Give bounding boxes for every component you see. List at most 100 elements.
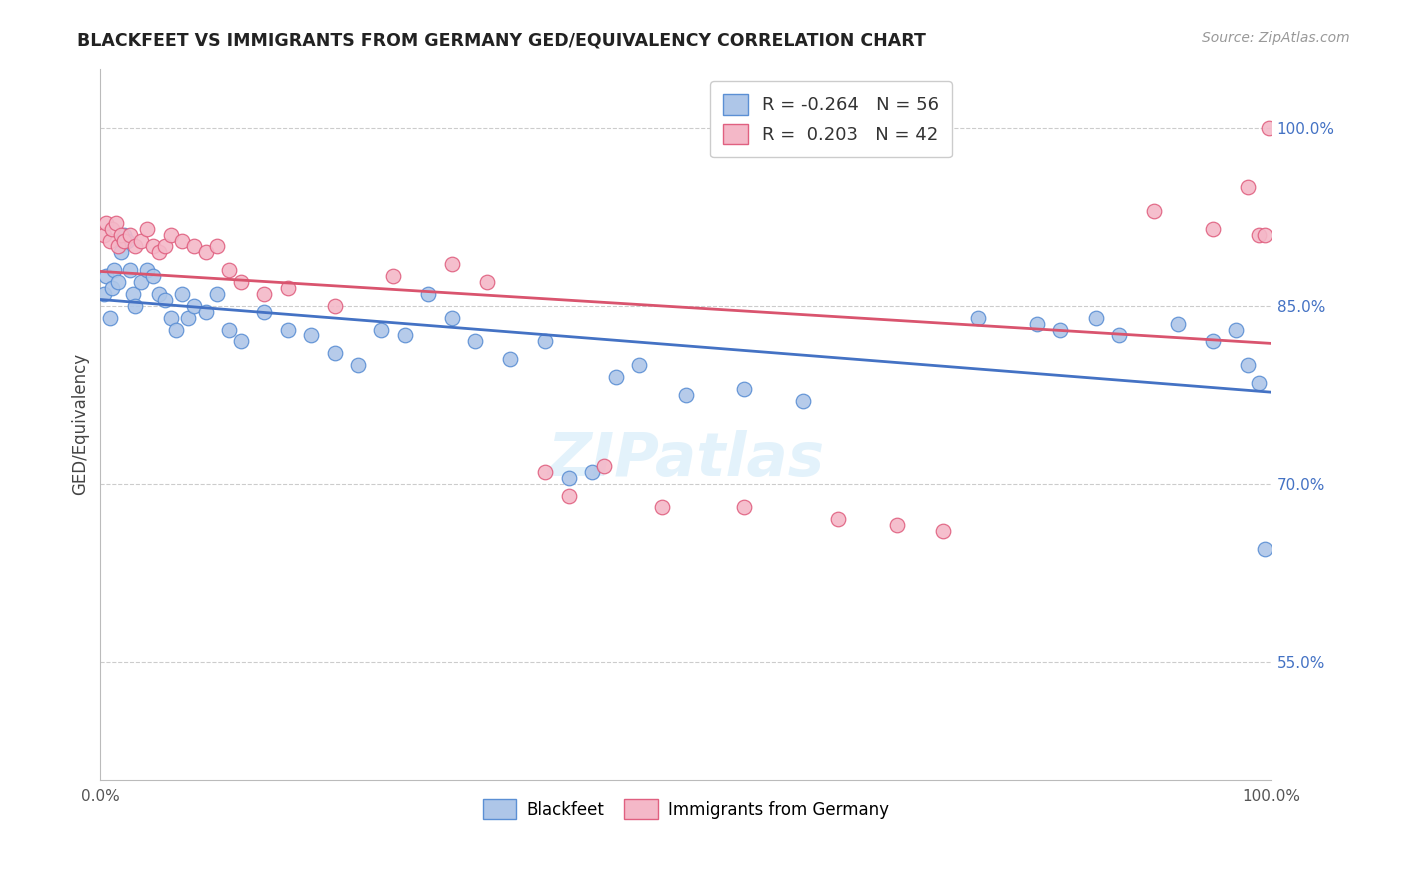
Point: [98, 234, 121, 248]
Point: [229, 275, 252, 289]
Point: [557, 471, 579, 485]
Point: [229, 334, 252, 349]
Point: [627, 358, 650, 372]
Point: [827, 512, 849, 526]
Point: [183, 299, 205, 313]
Point: [177, 310, 200, 325]
Point: [475, 275, 498, 289]
Point: [1108, 328, 1130, 343]
Point: [592, 458, 614, 473]
Point: [101, 221, 124, 235]
Point: [136, 263, 159, 277]
Point: [122, 287, 145, 301]
Point: [675, 388, 697, 402]
Point: [218, 263, 240, 277]
Point: [277, 281, 299, 295]
Point: [440, 257, 463, 271]
Point: [101, 281, 124, 295]
Point: [418, 287, 440, 301]
Point: [733, 382, 755, 396]
Point: [93, 227, 115, 242]
Point: [218, 322, 240, 336]
Point: [382, 269, 405, 284]
Point: [142, 239, 165, 253]
Point: [1225, 322, 1247, 336]
Point: [110, 245, 132, 260]
Point: [107, 239, 129, 253]
Point: [347, 358, 370, 372]
Point: [194, 245, 217, 260]
Point: [651, 500, 673, 515]
Point: [1049, 322, 1071, 336]
Point: [107, 275, 129, 289]
Point: [110, 227, 132, 242]
Legend: Blackfeet, Immigrants from Germany: Blackfeet, Immigrants from Germany: [477, 793, 896, 825]
Point: [207, 287, 229, 301]
Point: [96, 269, 118, 284]
Point: [159, 310, 181, 325]
Point: [148, 245, 170, 260]
Point: [153, 239, 176, 253]
Point: [1026, 317, 1049, 331]
Point: [1236, 180, 1258, 194]
Point: [1254, 541, 1277, 556]
Point: [1084, 310, 1107, 325]
Point: [142, 269, 165, 284]
Point: [277, 322, 299, 336]
Point: [534, 334, 557, 349]
Point: [299, 328, 322, 343]
Point: [124, 299, 146, 313]
Point: [967, 310, 990, 325]
Point: [253, 287, 276, 301]
Text: ZIPatlas: ZIPatlas: [547, 431, 824, 490]
Point: [118, 263, 141, 277]
Point: [1254, 227, 1277, 242]
Point: [323, 299, 346, 313]
Point: [464, 334, 486, 349]
Point: [557, 489, 579, 503]
Point: [93, 287, 115, 301]
Point: [153, 293, 176, 307]
Point: [183, 239, 205, 253]
Point: [1201, 334, 1223, 349]
Point: [104, 216, 127, 230]
Point: [1167, 317, 1189, 331]
Point: [159, 227, 181, 242]
Point: [370, 322, 392, 336]
Y-axis label: GED/Equivalency: GED/Equivalency: [72, 353, 89, 495]
Point: [253, 304, 276, 318]
Point: [117, 234, 139, 248]
Point: [394, 328, 416, 343]
Text: Source: ZipAtlas.com: Source: ZipAtlas.com: [1202, 31, 1350, 45]
Point: [1236, 358, 1258, 372]
Point: [136, 221, 159, 235]
Point: [172, 234, 194, 248]
Point: [118, 227, 141, 242]
Point: [103, 263, 125, 277]
Point: [581, 465, 603, 479]
Point: [1249, 227, 1271, 242]
Point: [499, 352, 522, 367]
Point: [207, 239, 229, 253]
Point: [112, 234, 135, 248]
Point: [131, 275, 153, 289]
Point: [96, 216, 118, 230]
Point: [534, 465, 557, 479]
Point: [148, 287, 170, 301]
Point: [112, 227, 135, 242]
Point: [98, 310, 121, 325]
Point: [194, 304, 217, 318]
Point: [1143, 203, 1166, 218]
Point: [166, 322, 188, 336]
Point: [792, 393, 814, 408]
Point: [172, 287, 194, 301]
Point: [1257, 120, 1279, 135]
Point: [124, 239, 146, 253]
Text: BLACKFEET VS IMMIGRANTS FROM GERMANY GED/EQUIVALENCY CORRELATION CHART: BLACKFEET VS IMMIGRANTS FROM GERMANY GED…: [77, 31, 927, 49]
Point: [1249, 376, 1271, 390]
Point: [1201, 221, 1223, 235]
Point: [605, 370, 627, 384]
Point: [131, 234, 153, 248]
Point: [932, 524, 955, 538]
Point: [440, 310, 463, 325]
